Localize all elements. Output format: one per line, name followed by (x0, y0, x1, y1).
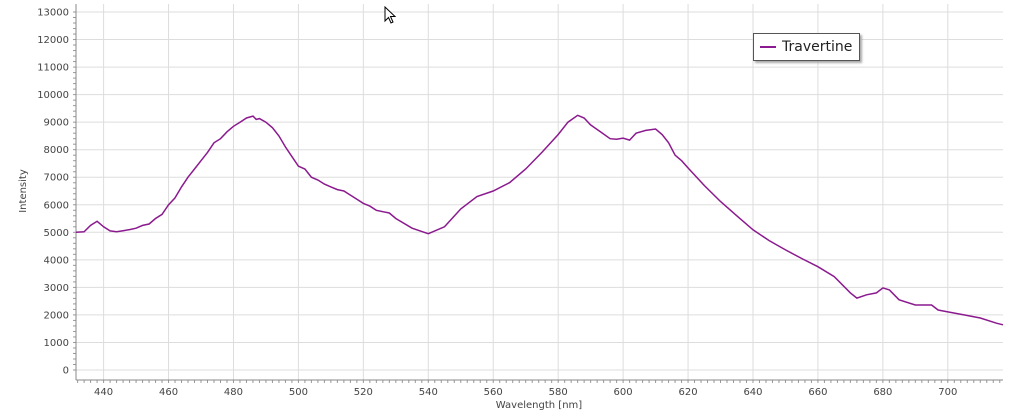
y-tick-label: 7000 (44, 173, 69, 184)
x-tick-label: 540 (419, 387, 438, 398)
x-tick-label: 700 (938, 387, 957, 398)
y-tick-label: 12000 (37, 35, 69, 46)
axes (73, 4, 1003, 383)
x-tick-label: 660 (808, 387, 827, 398)
y-tick-label: 8000 (44, 145, 69, 156)
mouse-pointer-icon (384, 6, 397, 24)
x-tick-label: 440 (94, 387, 113, 398)
x-tick-label: 640 (743, 387, 762, 398)
y-tick-label: 5000 (44, 228, 69, 239)
y-axis-label: Intensity (18, 169, 29, 213)
y-tick-label: 3000 (44, 283, 69, 294)
tick-labels: 440 460 480 500 520 540 560 580 600 620 640 660 680 7… (37, 8, 957, 399)
series-line-travertine (75, 114, 1004, 326)
x-axis-label: Wavelength [nm] (496, 400, 582, 411)
x-tick-label: 500 (289, 387, 308, 398)
x-tick-label: 620 (679, 387, 698, 398)
legend: Travertine (753, 33, 860, 61)
y-tick-label: 11000 (37, 63, 69, 74)
y-tick-label: 4000 (44, 255, 69, 266)
y-tick-label: 10000 (37, 90, 69, 101)
grid (76, 4, 1003, 380)
x-tick-label: 520 (354, 387, 373, 398)
x-tick-label: 480 (224, 387, 243, 398)
x-tick-label: 600 (614, 387, 633, 398)
y-tick-label: 9000 (44, 118, 69, 129)
y-tick-label: 0 (63, 366, 69, 377)
x-tick-label: 460 (159, 387, 178, 398)
y-tick-label: 6000 (44, 200, 69, 211)
legend-swatch (760, 46, 776, 48)
x-tick-label: 560 (484, 387, 503, 398)
y-tick-label: 1000 (44, 338, 69, 349)
legend-label: Travertine (782, 39, 853, 55)
y-tick-label: 13000 (37, 8, 69, 19)
x-tick-label: 580 (549, 387, 568, 398)
y-tick-label: 2000 (44, 310, 69, 321)
x-tick-label: 680 (873, 387, 892, 398)
